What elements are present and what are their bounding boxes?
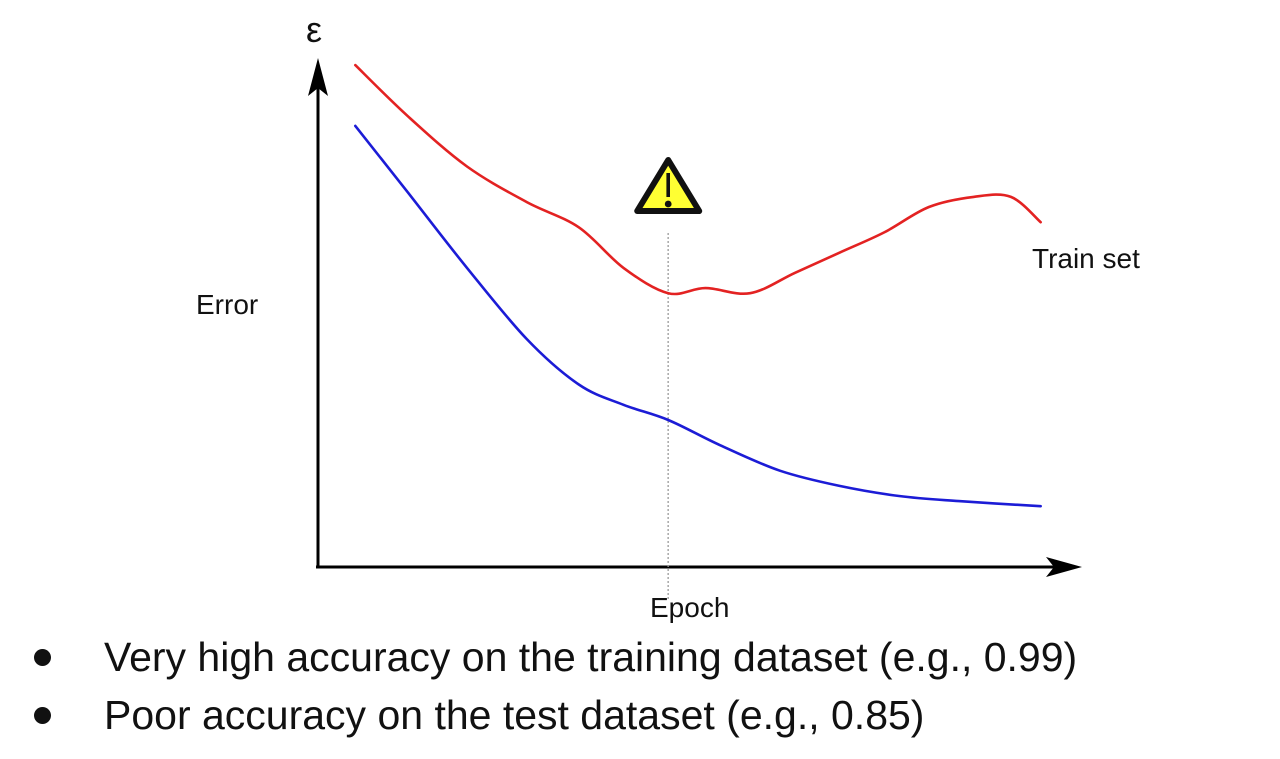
train-set-series-line (354, 63, 1042, 296)
train-set-series-label: Train set (1032, 243, 1140, 274)
x-axis-arrow (1046, 557, 1082, 577)
bullet-list: Very high accuracy on the training datas… (30, 628, 1270, 744)
bullet-item: Very high accuracy on the training datas… (30, 628, 1270, 686)
y-axis-arrow (308, 58, 328, 96)
x-axis-label: Epoch (650, 592, 729, 623)
bullet-dot-icon (34, 649, 51, 666)
overfitting-chart: ε Error Epoch Train set (196, 9, 1140, 623)
bullet-text-training-accuracy: Very high accuracy on the training datas… (104, 634, 1078, 680)
warning-icon (634, 157, 703, 214)
series-line-1 (354, 124, 1042, 508)
y-axis-label: Error (196, 289, 258, 320)
bullet-dot-icon (34, 707, 51, 724)
bullet-text-test-accuracy: Poor accuracy on the test dataset (e.g.,… (104, 692, 925, 738)
y-axis-symbol: ε (306, 9, 322, 50)
series-group (354, 63, 1042, 508)
bullet-item: Poor accuracy on the test dataset (e.g.,… (30, 686, 1270, 744)
